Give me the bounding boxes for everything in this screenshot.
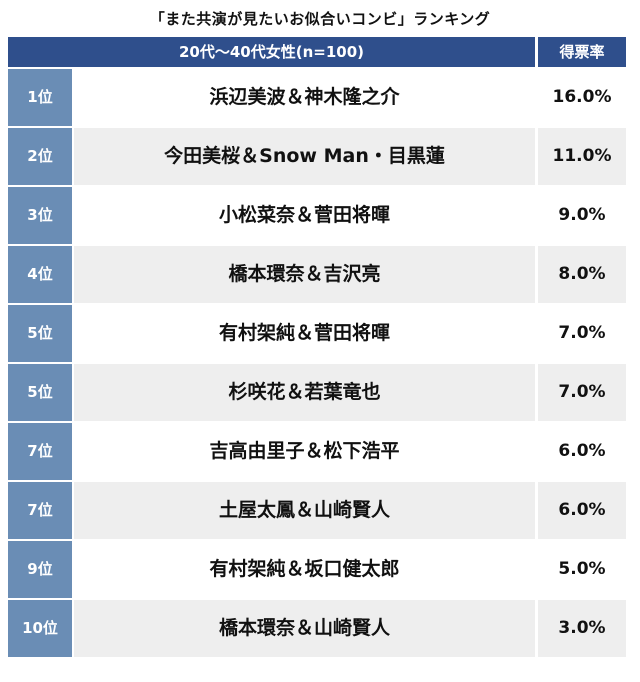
ranking-table: 20代〜40代女性(n=100) 得票率 1位 浜辺美波＆神木隆之介 16.0%… — [8, 37, 626, 659]
rank-cell: 5位 — [8, 364, 72, 421]
rank-cell: 10位 — [8, 600, 72, 657]
table-row: 5位 有村架純＆菅田将暉 7.0% — [8, 305, 626, 362]
pair-name-cell: 浜辺美波＆神木隆之介 — [74, 69, 535, 126]
rank-cell: 1位 — [8, 69, 72, 126]
pair-name-cell: 杉咲花＆若葉竜也 — [74, 364, 535, 421]
percent-cell: 5.0% — [538, 541, 626, 598]
pair-name-cell: 今田美桜＆Snow Man・目黒蓮 — [74, 128, 535, 185]
table-row: 7位 土屋太鳳＆山崎賢人 6.0% — [8, 482, 626, 539]
table-row: 3位 小松菜奈＆菅田将暉 9.0% — [8, 187, 626, 244]
percent-cell: 7.0% — [538, 305, 626, 362]
rank-cell: 9位 — [8, 541, 72, 598]
percent-cell: 8.0% — [538, 246, 626, 303]
table-row: 7位 吉高由里子＆松下浩平 6.0% — [8, 423, 626, 480]
table-row: 9位 有村架純＆坂口健太郎 5.0% — [8, 541, 626, 598]
percent-cell: 7.0% — [538, 364, 626, 421]
table-row: 10位 橋本環奈＆山崎賢人 3.0% — [8, 600, 626, 657]
rank-cell: 5位 — [8, 305, 72, 362]
percent-cell: 6.0% — [538, 423, 626, 480]
percent-cell: 6.0% — [538, 482, 626, 539]
pair-name-cell: 吉高由里子＆松下浩平 — [74, 423, 535, 480]
rank-cell: 3位 — [8, 187, 72, 244]
percent-cell: 16.0% — [538, 69, 626, 126]
rate-header: 得票率 — [538, 37, 626, 67]
rank-cell: 7位 — [8, 482, 72, 539]
pair-name-cell: 土屋太鳳＆山崎賢人 — [74, 482, 535, 539]
rank-cell: 7位 — [8, 423, 72, 480]
rank-cell: 2位 — [8, 128, 72, 185]
table-row: 2位 今田美桜＆Snow Man・目黒蓮 11.0% — [8, 128, 626, 185]
pair-name-cell: 橋本環奈＆山崎賢人 — [74, 600, 535, 657]
pair-name-cell: 橋本環奈＆吉沢亮 — [74, 246, 535, 303]
pair-name-cell: 有村架純＆坂口健太郎 — [74, 541, 535, 598]
table-row: 4位 橋本環奈＆吉沢亮 8.0% — [8, 246, 626, 303]
percent-cell: 9.0% — [538, 187, 626, 244]
rank-cell: 4位 — [8, 246, 72, 303]
pair-name-cell: 小松菜奈＆菅田将暉 — [74, 187, 535, 244]
page-title: 「また共演が見たいお似合いコンビ」ランキング — [149, 10, 491, 28]
group-header: 20代〜40代女性(n=100) — [8, 37, 535, 67]
table-row: 5位 杉咲花＆若葉竜也 7.0% — [8, 364, 626, 421]
table-row: 1位 浜辺美波＆神木隆之介 16.0% — [8, 69, 626, 126]
percent-cell: 3.0% — [538, 600, 626, 657]
percent-cell: 11.0% — [538, 128, 626, 185]
pair-name-cell: 有村架純＆菅田将暉 — [74, 305, 535, 362]
